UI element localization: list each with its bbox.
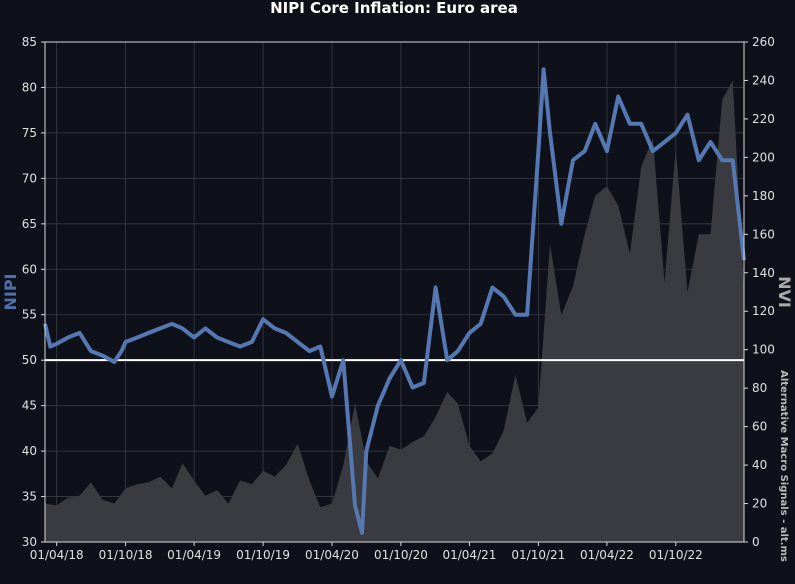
y-left-tick-label: 80: [22, 80, 37, 94]
y-left-tick-label: 70: [22, 171, 37, 185]
y-right-tick-label: 240: [752, 73, 775, 87]
y-axis-right-label: NVI: [775, 276, 794, 308]
plot-frame: [44, 41, 745, 543]
x-tick-label: 01/04/19: [167, 548, 221, 562]
x-tick-label: 01/10/20: [374, 548, 428, 562]
watermark: Alternative Macro Signals - alt.ms: [778, 370, 789, 562]
x-tick-label: 01/04/21: [442, 548, 496, 562]
y-right-tick-label: 140: [752, 266, 775, 280]
y-left-tick-label: 85: [22, 35, 37, 49]
y-right-tick-label: 220: [752, 112, 775, 126]
y-right-tick-label: 260: [752, 35, 775, 49]
y-left-tick-label: 40: [22, 444, 37, 458]
x-tick-label: 01/04/18: [30, 548, 84, 562]
y-left-tick-label: 45: [22, 399, 37, 413]
y-left-tick-label: 65: [22, 217, 37, 231]
y-right-tick-label: 200: [752, 150, 775, 164]
y-right-tick-label: 100: [752, 343, 775, 357]
y-left-tick-label: 60: [22, 262, 37, 276]
x-tick-label: 01/10/18: [99, 548, 153, 562]
y-right-tick-label: 120: [752, 304, 775, 318]
y-right-tick-label: 20: [752, 497, 767, 511]
y-right-tick-label: 80: [752, 381, 767, 395]
y-left-tick-label: 75: [22, 126, 37, 140]
x-tick-label: 01/04/20: [305, 548, 359, 562]
nipi-line: [43, 67, 746, 535]
y-left-tick-label: 50: [22, 353, 37, 367]
x-tick-label: 01/10/22: [649, 548, 703, 562]
y-left-tick-label: 55: [22, 308, 37, 322]
x-tick-label: 01/04/22: [580, 548, 634, 562]
chart-title: NIPI Core Inflation: Euro area: [270, 0, 518, 17]
y-axis-left-label: NIPI: [1, 273, 20, 310]
plot-area: 30 35 40 45 50 55 60 65 70 75 80 85 0 20 40 60 80 100 120 1…: [22, 35, 775, 562]
y-right-tick-label: 160: [752, 227, 775, 241]
y-right-tick-label: 40: [752, 458, 767, 472]
nvi-area: [45, 80, 744, 542]
y-left-tick-label: 30: [22, 535, 37, 549]
y-right-tick-label: 0: [752, 535, 760, 549]
x-tick-label: 01/10/19: [236, 548, 290, 562]
y-right-tick-label: 180: [752, 189, 775, 203]
x-tick-label: 01/10/21: [511, 548, 565, 562]
y-left-tick-label: 35: [22, 490, 37, 504]
y-right-tick-label: 60: [752, 420, 767, 434]
